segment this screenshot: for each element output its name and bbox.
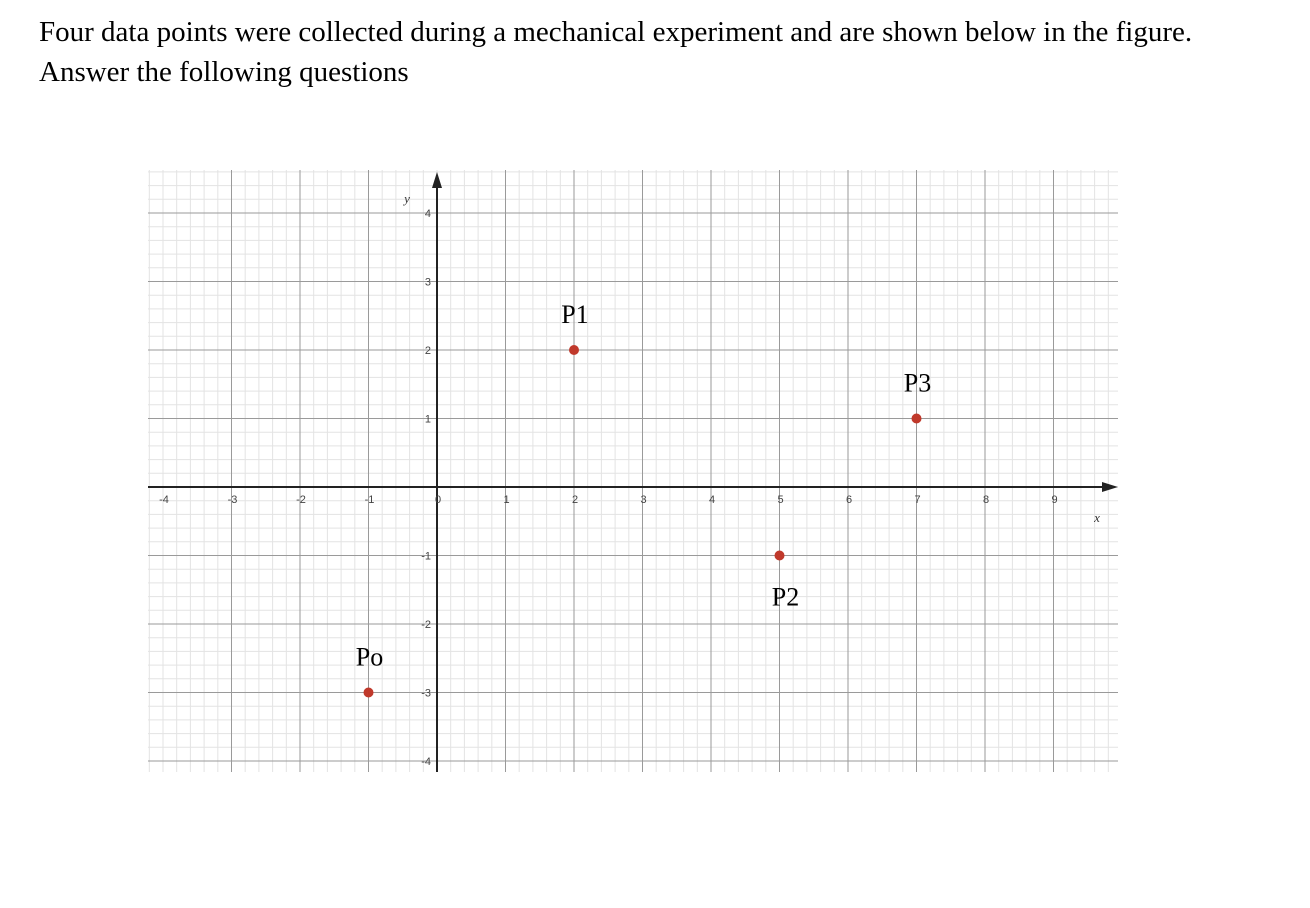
data-point-p2 [774,550,785,561]
point-label-p1: P1 [561,300,588,329]
y-tick-label: -3 [421,688,431,700]
y-tick-label: 1 [425,414,431,426]
x-tick-label: 9 [1051,494,1057,506]
point-label-po: Po [356,643,383,672]
x-axis-label: x [1093,510,1100,525]
data-point-p3 [911,413,922,424]
y-tick-label: 2 [425,345,431,357]
question-line-1: Four data points were collected during a… [39,16,1193,48]
x-tick-label: 1 [503,494,509,506]
point-label-p3: P3 [904,369,931,398]
x-tick-label: 6 [846,494,852,506]
x-tick-label: 4 [709,494,715,506]
y-axis-arrow-icon [432,172,442,188]
y-tick-label: 4 [425,208,431,220]
x-tick-label: 3 [640,494,646,506]
x-tick-label: 8 [983,494,989,506]
point-label-p2: P2 [772,583,799,612]
data-point-po [363,687,374,698]
x-tick-label: -2 [296,494,306,506]
x-tick-label: 0 [435,494,441,506]
question-line-2: Answer the following questions [39,56,409,88]
x-tick-label: -3 [228,494,238,506]
y-tick-label: -4 [421,756,431,768]
y-tick-label: -1 [421,551,431,563]
x-tick-label: -4 [159,494,169,506]
x-tick-label: 2 [572,494,578,506]
x-tick-label: 5 [777,494,783,506]
x-axis-arrow-icon [1102,482,1118,492]
x-tick-label: -1 [365,494,375,506]
y-tick-label: 3 [425,277,431,289]
x-tick-label: 7 [914,494,920,506]
y-tick-label: -2 [421,619,431,631]
data-point-p1 [569,345,579,355]
question-text: Four data points were collected during a… [39,12,1301,92]
y-axis-label: y [402,191,410,206]
